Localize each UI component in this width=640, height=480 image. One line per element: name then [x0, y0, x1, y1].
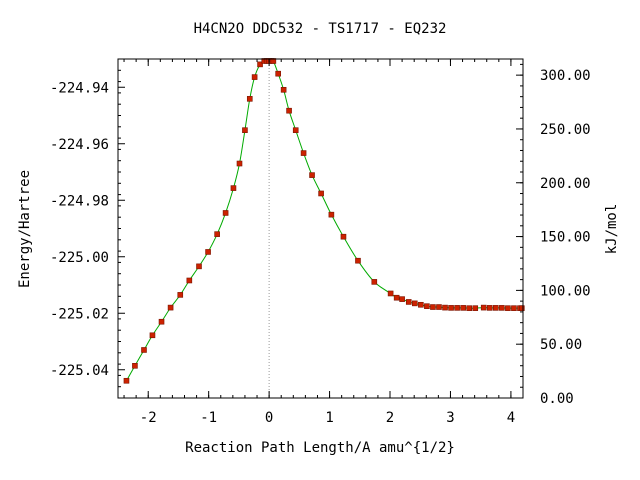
data-point — [430, 304, 436, 310]
data-point — [387, 290, 394, 297]
data-point — [149, 332, 156, 339]
data-point — [270, 58, 277, 64]
x-tick-label: -2 — [140, 410, 157, 426]
y2-tick-label: 100.00 — [540, 283, 591, 299]
x-tick-label: -1 — [200, 410, 217, 426]
data-point — [222, 210, 229, 216]
data-point — [371, 279, 378, 285]
data-point — [196, 263, 202, 270]
data-point — [205, 249, 211, 255]
data-point — [300, 150, 307, 156]
data-point — [492, 305, 499, 311]
data-point — [454, 305, 460, 311]
y-axis-label: Energy/Hartree — [17, 170, 33, 288]
data-point — [393, 294, 400, 301]
data-point — [123, 377, 130, 384]
data-point — [275, 70, 281, 77]
data-point — [230, 185, 237, 191]
y2-tick-label: 50.00 — [540, 337, 582, 353]
data-point — [448, 305, 454, 311]
data-point — [257, 61, 263, 68]
data-point — [280, 86, 287, 93]
data-point — [177, 292, 184, 298]
data-point — [405, 299, 412, 305]
data-point — [286, 107, 292, 114]
data-point — [499, 305, 505, 311]
y-tick-label: -225.02 — [50, 306, 109, 322]
data-point — [141, 347, 147, 353]
data-point — [309, 172, 315, 178]
data-point — [505, 305, 511, 311]
data-point — [167, 304, 174, 311]
data-point — [436, 304, 442, 310]
data-point — [318, 190, 324, 197]
data-point — [511, 305, 517, 311]
y2-tick-label: 200.00 — [540, 176, 591, 192]
y2-tick-label: 300.00 — [540, 68, 591, 84]
y-tick-label: -224.94 — [50, 80, 109, 96]
data-point — [132, 362, 138, 369]
y2-tick-label: 150.00 — [540, 230, 591, 246]
y2-tick-label: 0.00 — [540, 391, 574, 407]
x-axis-label: Reaction Path Length/A amu^{1/2} — [185, 440, 455, 456]
x-tick-label: 4 — [507, 410, 515, 426]
chart-title: H4CN2O DDC532 - TS1717 - EQ232 — [194, 21, 447, 37]
x-tick-label: 2 — [386, 410, 394, 426]
data-point — [460, 305, 466, 311]
y-tick-label: -224.98 — [50, 193, 109, 209]
data-point — [214, 231, 220, 237]
y-tick-label: -225.00 — [50, 250, 109, 266]
data-point — [472, 305, 479, 311]
data-point — [242, 127, 248, 133]
data-point — [486, 305, 493, 311]
data-point — [518, 305, 525, 311]
energy-curve — [126, 59, 522, 382]
y2-axis-label: kJ/mol — [604, 204, 620, 255]
data-point — [480, 304, 487, 311]
data-point — [442, 304, 448, 311]
data-point — [355, 257, 361, 264]
data-point — [424, 303, 430, 309]
data-point — [246, 96, 253, 102]
data-point — [251, 74, 258, 80]
y-tick-label: -225.04 — [50, 363, 109, 379]
data-point — [236, 160, 243, 167]
data-point — [399, 296, 405, 302]
y2-tick-label: 250.00 — [540, 122, 591, 138]
x-tick-label: 0 — [265, 410, 273, 426]
data-point — [292, 127, 299, 133]
x-tick-label: 3 — [446, 410, 454, 426]
data-point — [328, 211, 335, 218]
data-point — [411, 300, 418, 307]
x-tick-label: 1 — [325, 410, 333, 426]
data-point — [418, 301, 424, 308]
y-tick-label: -224.96 — [50, 137, 109, 153]
plot-frame — [117, 58, 524, 399]
data-point — [186, 277, 193, 284]
data-point — [158, 318, 165, 325]
data-point — [340, 233, 347, 240]
data-point — [466, 305, 473, 311]
